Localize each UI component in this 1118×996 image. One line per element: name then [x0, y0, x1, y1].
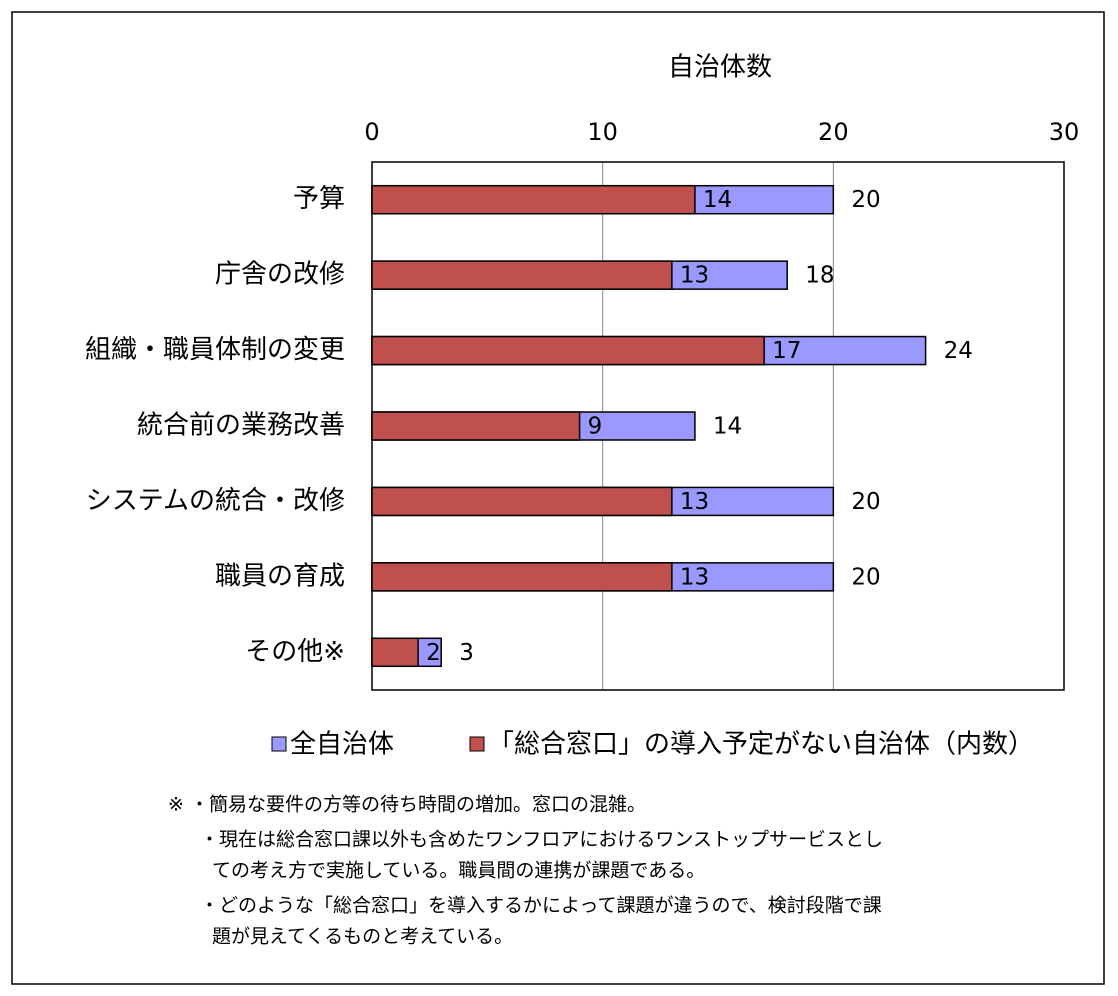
data-label: 13 — [680, 263, 709, 289]
axis-title: 自治体数 — [668, 53, 772, 83]
legend-label: 「総合窓口」の導入予定がない自治体（内数） — [488, 730, 1034, 760]
x-tick-label: 20 — [818, 118, 849, 146]
legend-swatch — [271, 736, 287, 752]
y-tick-label: 予算 — [293, 184, 345, 214]
y-tick-label: 組織・職員体制の変更 — [85, 335, 345, 365]
data-label: 2 — [426, 640, 441, 666]
data-label: 24 — [944, 338, 973, 364]
data-label: 14 — [703, 187, 732, 213]
y-tick-label: 統合前の業務改善 — [137, 411, 345, 441]
footnote: ※ ・簡易な要件の方等の待ち時間の増加。窓口の混雑。 — [168, 794, 646, 816]
y-tick-label: 職員の育成 — [215, 561, 345, 591]
data-label: 17 — [772, 338, 801, 364]
y-tick-label: 庁舎の改修 — [215, 260, 345, 290]
legend-swatch — [469, 736, 485, 752]
legend-label: 全自治体 — [290, 730, 394, 760]
y-tick-label: その他※ — [245, 637, 345, 667]
bar — [371, 184, 696, 215]
x-tick-label: 10 — [587, 118, 618, 146]
bar — [371, 637, 419, 668]
data-label: 13 — [680, 564, 709, 590]
x-tick-label: 0 — [364, 118, 379, 146]
footnote: ・現在は総合窓口課以外も含めたワンフロアにおけるワンストップサービスとし — [200, 829, 883, 851]
data-label: 3 — [459, 640, 474, 666]
y-tick-label: システムの統合・改修 — [86, 486, 345, 516]
data-label: 13 — [680, 489, 709, 515]
data-label: 9 — [588, 414, 603, 440]
data-label: 18 — [805, 263, 834, 289]
bar — [371, 335, 765, 366]
x-tick-label: 30 — [1049, 118, 1080, 146]
footnote: 題が見えてくるものと考えている。 — [212, 926, 513, 948]
footnote: ・どのような「総合窓口」を導入するかによって課題が違うので、検討段階で課 — [200, 895, 882, 917]
data-label: 20 — [851, 489, 880, 515]
data-label: 20 — [851, 564, 880, 590]
data-label: 20 — [851, 187, 880, 213]
bar — [371, 411, 581, 441]
data-label: 14 — [713, 414, 742, 440]
footnote: ての考え方で実施している。職員間の連携が課題である。 — [212, 860, 705, 882]
bar — [371, 562, 673, 592]
bar — [371, 260, 673, 290]
bar — [371, 486, 673, 517]
